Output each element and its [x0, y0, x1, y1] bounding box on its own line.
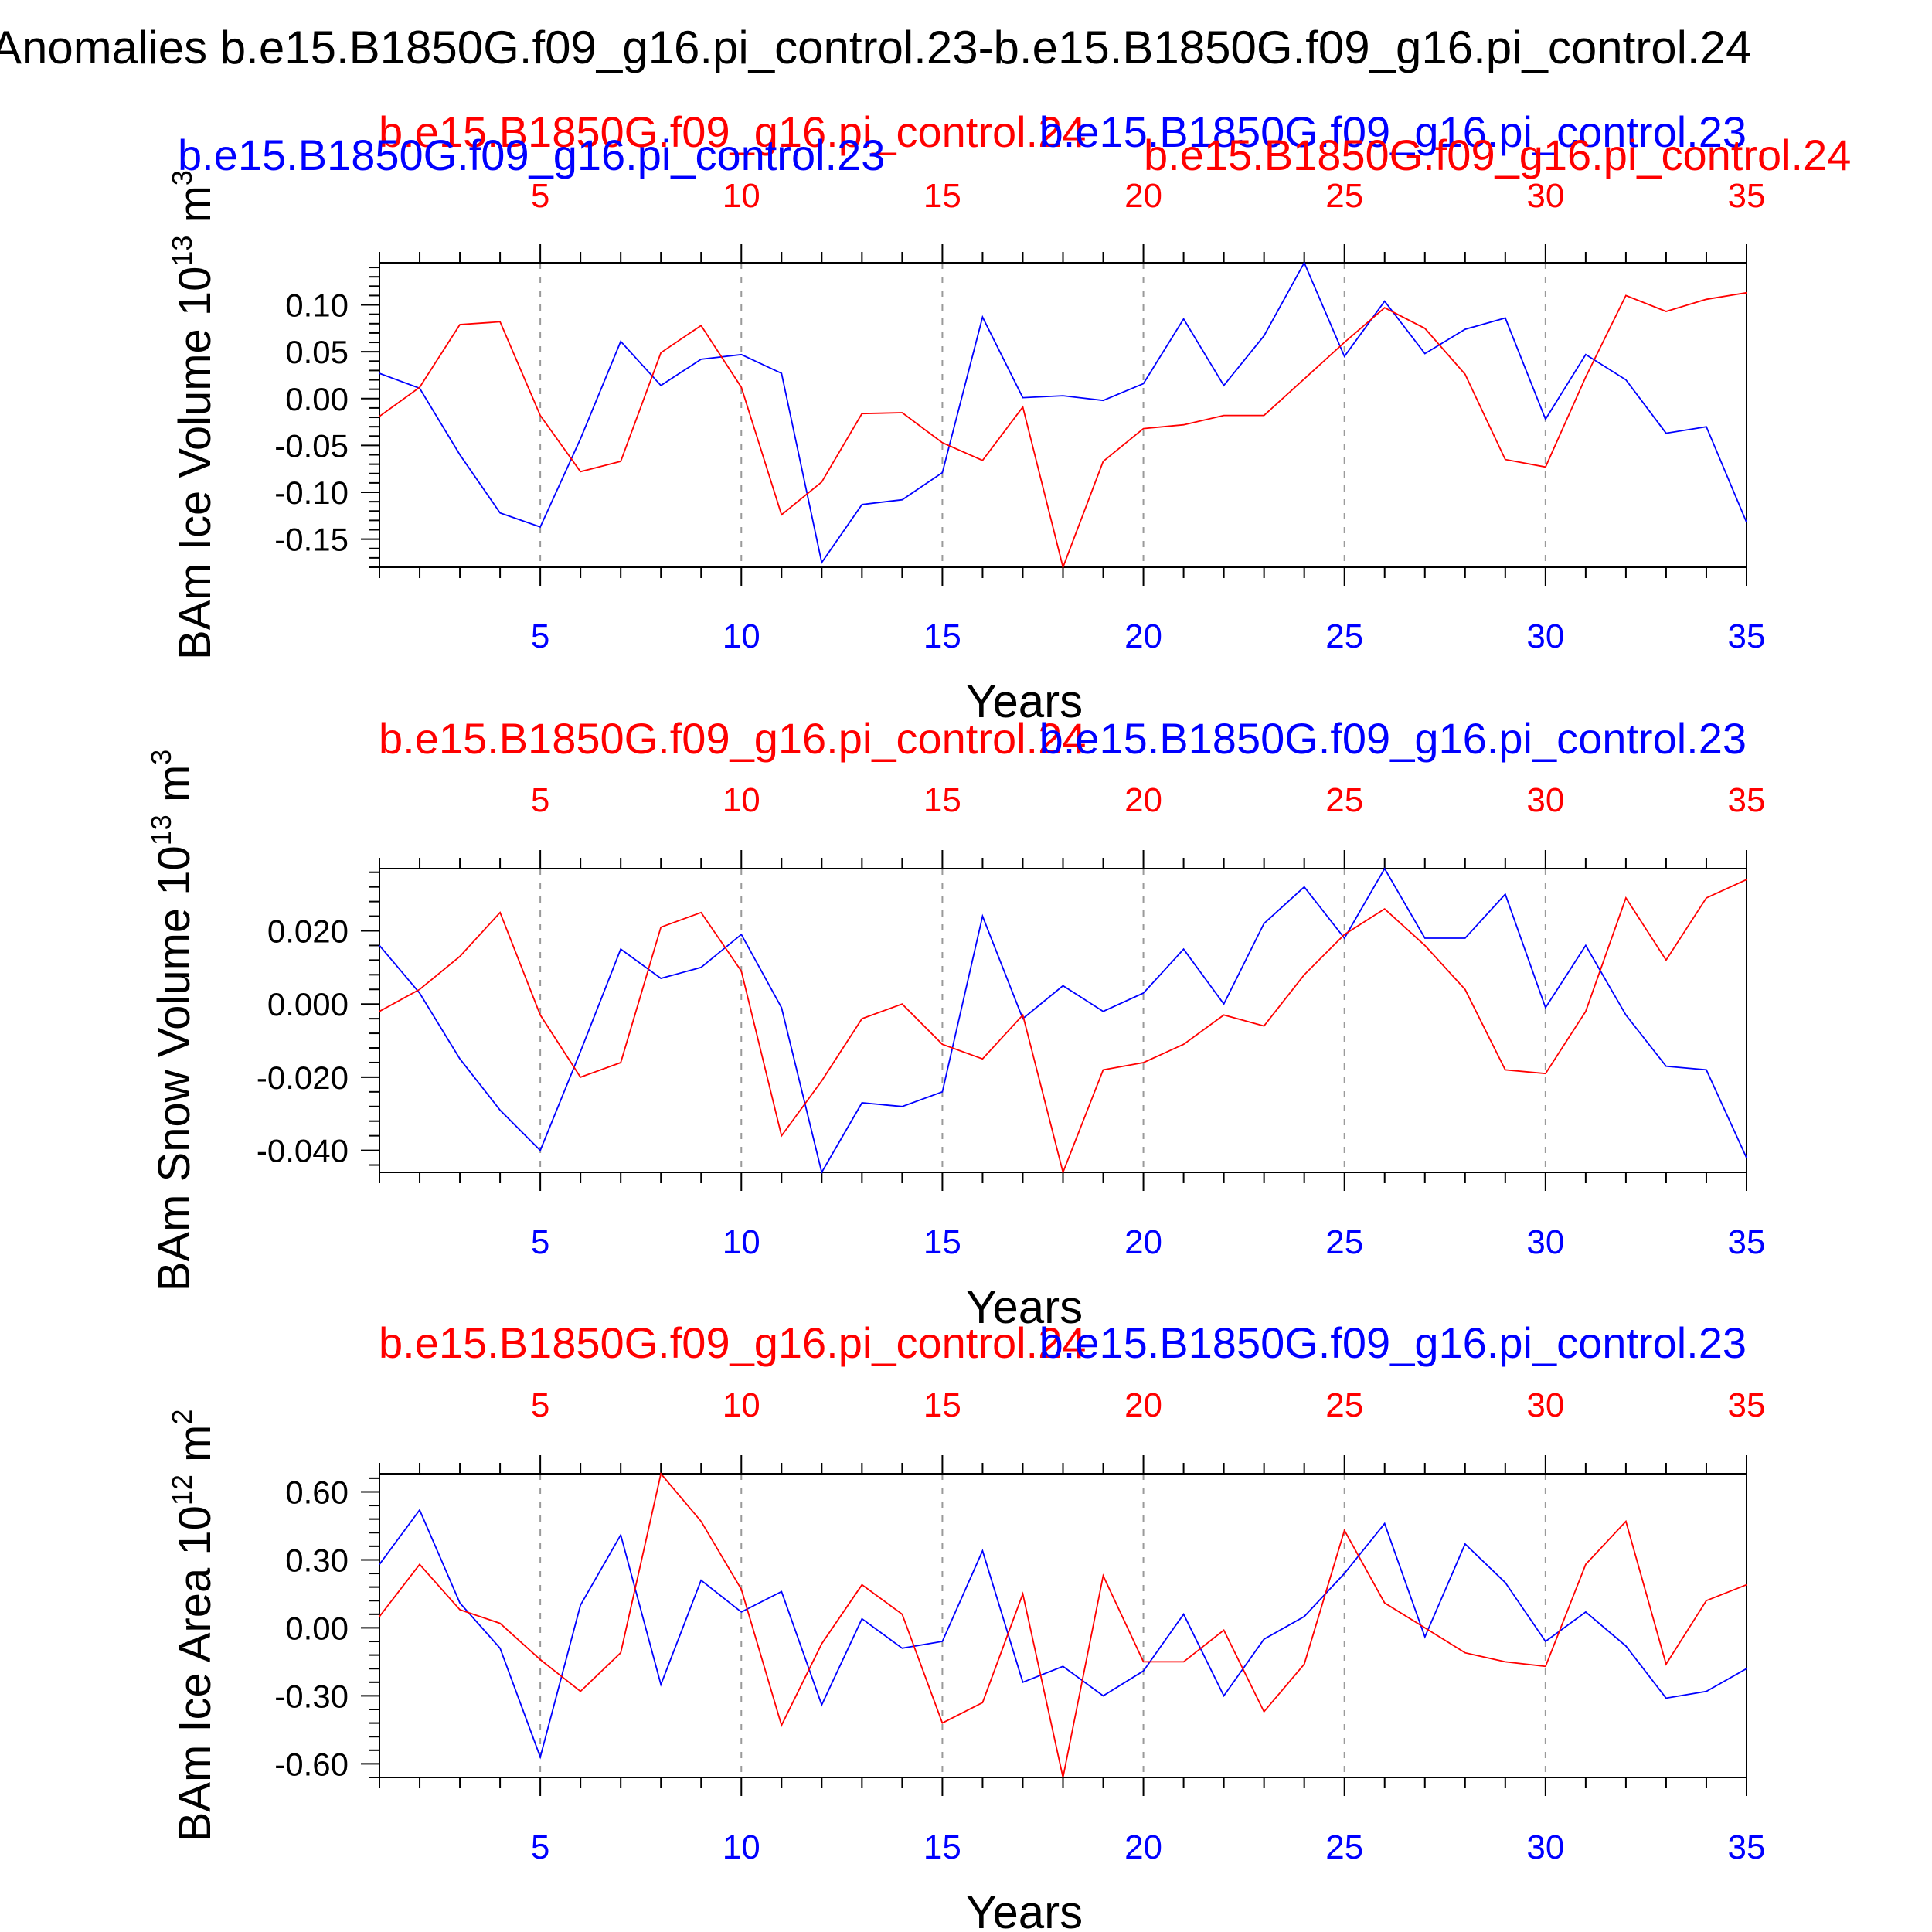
- y-axis-label-exponent: 13: [166, 236, 198, 267]
- y-tick-label: 0.00: [285, 1610, 349, 1646]
- x-tick-label-top: 15: [923, 1386, 961, 1424]
- y-tick-label: 0.00: [285, 381, 349, 417]
- top-label-model-a-left: b.e15.B1850G.f09_g16.pi_control.23: [178, 131, 885, 179]
- panel-1: 0.10 0.05 0.00 -0.05 -0.10 -0.15 5 5 10 10 15 15 20 2…: [166, 107, 1851, 727]
- y-axis-label-main: BAm Ice Volume 10: [170, 267, 220, 660]
- x-tick-label-top: 20: [1124, 1386, 1162, 1424]
- x-tick-label: 35: [1728, 1223, 1766, 1261]
- series-line-model-b: [379, 291, 1747, 570]
- series-line-model-a: [379, 1509, 1747, 1760]
- y-axis-label-unit-power: 3: [166, 170, 198, 185]
- series-line-model-b: [379, 879, 1747, 1175]
- x-tick-label: 10: [723, 1828, 760, 1866]
- y-axis-label: BAm Ice Volume 1013 m3: [166, 170, 220, 660]
- x-axis-label: Years: [966, 1886, 1083, 1932]
- x-tick-label: 25: [1325, 617, 1363, 655]
- y-tick-label: -0.60: [274, 1746, 349, 1782]
- y-tick-label: 0.020: [267, 913, 349, 949]
- series-line-model-a: [379, 867, 1747, 1175]
- x-axis-label: Years: [966, 675, 1083, 727]
- top-label-model-a: b.e15.B1850G.f09_g16.pi_control.23: [1039, 1318, 1747, 1367]
- x-tick-label: 15: [923, 617, 961, 655]
- x-tick-label: 10: [723, 1223, 760, 1261]
- y-axis-label-unit-power: 2: [166, 1410, 198, 1425]
- y-tick-label: 0.10: [285, 287, 349, 324]
- y-tick-label: 0.60: [285, 1474, 349, 1510]
- series-line-model-a: [379, 260, 1747, 565]
- top-label-model-a: b.e15.B1850G.f09_g16.pi_control.23: [1039, 714, 1747, 763]
- x-tick-label-top: 10: [723, 177, 760, 215]
- panel-3: 0.60 0.30 0.00 -0.30 -0.60 5 5 10 10 15 15 20 20 25 25…: [166, 1318, 1765, 1932]
- x-tick-label-top: 25: [1325, 177, 1363, 215]
- y-axis-label-main: BAm Snow Volume 10: [149, 845, 199, 1291]
- x-tick-label-top: 30: [1526, 1386, 1564, 1424]
- x-tick-label: 35: [1728, 1828, 1766, 1866]
- x-tick-label-top: 25: [1325, 1386, 1363, 1424]
- x-tick-label-top: 30: [1526, 781, 1564, 819]
- series-line-model-b: [379, 1472, 1747, 1778]
- y-tick-label: 0.05: [285, 334, 349, 370]
- x-tick-label: 25: [1325, 1828, 1363, 1866]
- x-tick-label: 35: [1728, 617, 1766, 655]
- x-tick-label: 10: [723, 617, 760, 655]
- x-tick-label: 5: [531, 1223, 549, 1261]
- y-axis-label: BAm Snow Volume 1013 m3: [145, 750, 199, 1292]
- y-tick-label: 0.30: [285, 1542, 349, 1578]
- y-axis-label: BAm Ice Area 1012 m2: [166, 1410, 220, 1842]
- top-label-model-a: b.e15.B1850G.f09_g16.pi_control.23: [1039, 107, 1747, 156]
- x-tick-label-top: 35: [1728, 781, 1766, 819]
- x-tick-label: 30: [1526, 1828, 1564, 1866]
- panels: 0.10 0.05 0.00 -0.05 -0.10 -0.15 5 5 10 10 15 15 20 2…: [145, 107, 1851, 1932]
- y-tick-label: -0.040: [257, 1133, 349, 1169]
- x-tick-label-top: 30: [1526, 177, 1564, 215]
- x-tick-label: 30: [1526, 1223, 1564, 1261]
- y-tick-label: -0.15: [274, 522, 349, 558]
- x-tick-label: 15: [923, 1828, 961, 1866]
- y-tick-label: 0.000: [267, 986, 349, 1022]
- x-tick-label: 25: [1325, 1223, 1363, 1261]
- y-tick-label: -0.05: [274, 427, 349, 464]
- x-tick-label: 20: [1124, 1828, 1162, 1866]
- y-tick-label: -0.020: [257, 1060, 349, 1096]
- x-tick-label-top: 25: [1325, 781, 1363, 819]
- x-tick-label-top: 15: [923, 177, 961, 215]
- x-tick-label-top: 20: [1124, 781, 1162, 819]
- x-tick-label: 20: [1124, 617, 1162, 655]
- x-tick-label-top: 35: [1728, 1386, 1766, 1424]
- top-label-model-b-right: b.e15.B1850G.f09_g16.pi_control.24: [1144, 131, 1851, 179]
- x-tick-label: 5: [531, 1828, 549, 1866]
- panel-2: 0.020 0.000 -0.020 -0.040 5 5 10 10 15 15 20 20 25 25…: [145, 714, 1765, 1333]
- y-axis-label-unit: m: [149, 765, 199, 815]
- y-axis-label-unit: m: [170, 185, 220, 235]
- y-axis-label-unit: m: [170, 1425, 220, 1475]
- y-axis-label-exponent: 12: [166, 1475, 198, 1505]
- x-tick-label-top: 35: [1728, 177, 1766, 215]
- x-tick-label-top: 5: [531, 1386, 549, 1424]
- x-tick-label: 20: [1124, 1223, 1162, 1261]
- x-tick-label-top: 10: [723, 1386, 760, 1424]
- x-tick-label-top: 20: [1124, 177, 1162, 215]
- x-tick-label-top: 5: [531, 781, 549, 819]
- figure-title: Anomalies b.e15.B1850G.f09_g16.pi_contro…: [0, 22, 1751, 73]
- x-tick-label-top: 10: [723, 781, 760, 819]
- y-tick-label: -0.30: [274, 1678, 349, 1714]
- y-axis-label-unit-power: 3: [145, 750, 177, 765]
- x-tick-label: 5: [531, 617, 549, 655]
- x-tick-label: 15: [923, 1223, 961, 1261]
- top-label-model-b: b.e15.B1850G.f09_g16.pi_control.24: [379, 1318, 1086, 1367]
- x-tick-label: 30: [1526, 617, 1564, 655]
- y-tick-label: -0.10: [274, 474, 349, 511]
- top-label-model-b: b.e15.B1850G.f09_g16.pi_control.24: [379, 714, 1086, 763]
- top-label-model-b: b.e15.B1850G.f09_g16.pi_control.24: [379, 107, 1086, 156]
- y-axis-label-main: BAm Ice Area 10: [170, 1505, 220, 1842]
- x-tick-label-top: 5: [531, 177, 549, 215]
- y-axis-label-exponent: 13: [145, 815, 177, 845]
- x-axis-label: Years: [966, 1281, 1083, 1333]
- x-tick-label-top: 15: [923, 781, 961, 819]
